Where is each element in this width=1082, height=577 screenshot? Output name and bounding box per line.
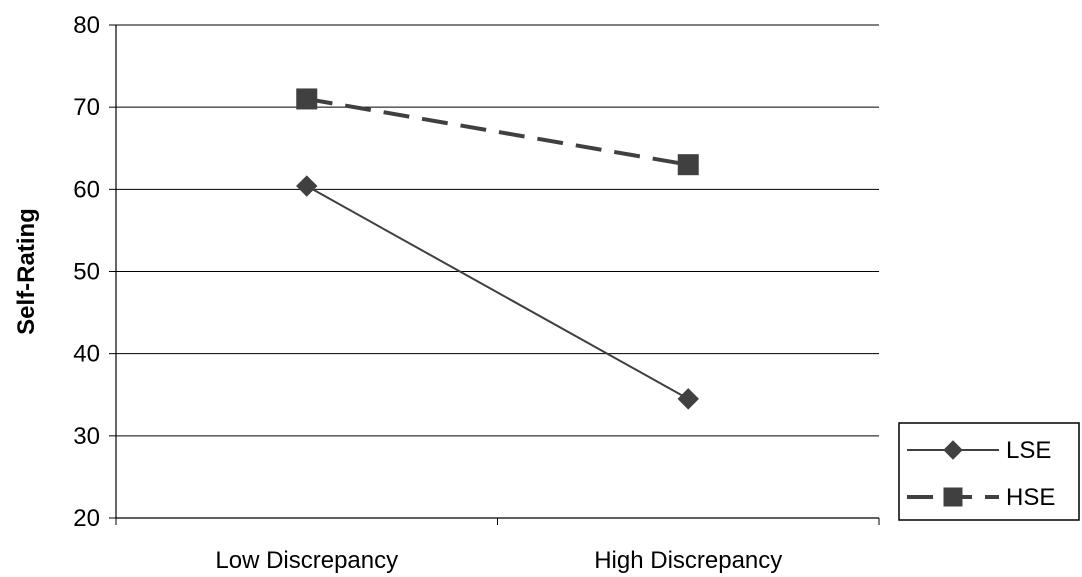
data-point-hse [296, 88, 318, 110]
y-tick-label: 60 [73, 176, 100, 203]
series-lse [296, 175, 699, 410]
y-tick-label: 30 [73, 423, 100, 450]
legend: LSE HSE [898, 422, 1080, 521]
data-point-lse [296, 175, 318, 197]
y-tick-label: 70 [73, 94, 100, 121]
x-tick-label: High Discrepancy [594, 547, 782, 574]
legend-label-hse: HSE [1006, 484, 1055, 511]
data-point-hse [677, 154, 699, 176]
x-tick-label: Low Discrepancy [215, 547, 398, 574]
y-axis-title: Self-Rating [13, 208, 40, 335]
legend-item-lse: LSE [907, 437, 1051, 464]
legend-box [898, 422, 1080, 521]
x-axis-ticks: Low Discrepancy High Discrepancy [115, 518, 880, 574]
series-hse [296, 88, 699, 176]
legend-marker-hse [943, 487, 963, 507]
legend-label-lse: LSE [1006, 437, 1051, 464]
series-line-lse [306, 185, 689, 400]
y-tick-label: 40 [73, 341, 100, 368]
data-point-lse [677, 388, 699, 410]
y-tick-label: 50 [73, 259, 100, 286]
y-axis-ticks: 20 30 40 50 60 70 80 [73, 12, 116, 532]
legend-marker-lse [943, 440, 963, 460]
y-tick-label: 80 [73, 12, 100, 39]
y-tick-label: 20 [73, 505, 100, 532]
series-layer [296, 88, 699, 410]
legend-item-hse: HSE [907, 484, 1055, 511]
series-line-hse [306, 96, 689, 167]
gridlines [116, 24, 879, 437]
